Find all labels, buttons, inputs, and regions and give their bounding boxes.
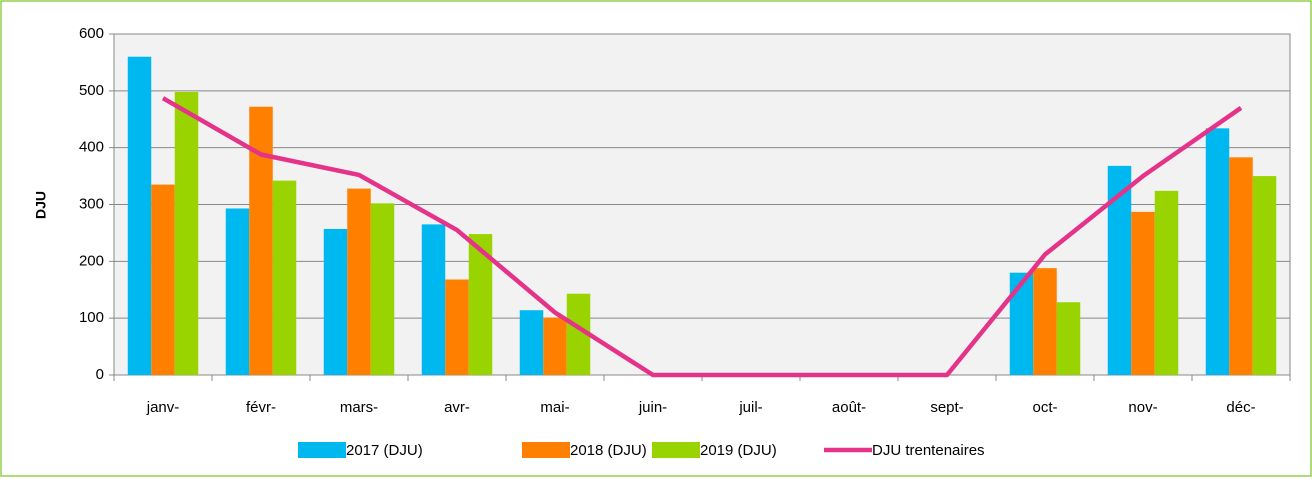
bar xyxy=(151,184,175,375)
y-tick-label: 300 xyxy=(79,195,104,212)
legend-swatch xyxy=(522,442,570,458)
bar xyxy=(347,188,371,375)
x-tick-label: déc- xyxy=(1226,399,1255,416)
x-tick-label: févr- xyxy=(246,399,276,416)
bar xyxy=(445,279,469,375)
bar xyxy=(1252,176,1277,375)
bar xyxy=(249,106,273,375)
y-tick-label: 0 xyxy=(96,366,104,383)
y-tick-label: 600 xyxy=(79,25,104,42)
x-tick-label: juin- xyxy=(638,399,667,416)
x-tick-label: sept- xyxy=(930,399,963,416)
y-tick-label: 400 xyxy=(79,139,104,156)
legend-swatch xyxy=(652,442,700,458)
bar xyxy=(1229,157,1253,375)
bar xyxy=(127,56,152,375)
legend-swatch xyxy=(298,442,346,458)
bar xyxy=(519,310,544,375)
x-tick-label: mai- xyxy=(540,399,569,416)
legend-label: 2017 (DJU) xyxy=(346,442,423,459)
y-axis-label: DJU xyxy=(33,191,49,219)
bar xyxy=(272,180,297,375)
bar xyxy=(1033,268,1057,375)
x-tick-label: août- xyxy=(832,399,866,416)
legend-label: 2018 (DJU) xyxy=(570,442,647,459)
bar xyxy=(1131,211,1155,375)
y-tick-label: 200 xyxy=(79,252,104,269)
x-tick-label: janv- xyxy=(146,399,180,416)
x-tick-label: oct- xyxy=(1032,399,1057,416)
x-tick-label: juil- xyxy=(738,399,762,416)
x-tick-label: nov- xyxy=(1128,399,1157,416)
bar xyxy=(1056,302,1081,375)
bar xyxy=(543,317,567,375)
legend-label: 2019 (DJU) xyxy=(700,442,777,459)
bar xyxy=(370,203,395,375)
bar xyxy=(1009,272,1034,375)
bar xyxy=(421,224,446,375)
bar xyxy=(323,228,348,375)
line xyxy=(161,96,1243,378)
y-tick-label: 500 xyxy=(79,82,104,99)
bar xyxy=(1154,190,1179,375)
bar xyxy=(1205,128,1230,375)
y-tick-label: 100 xyxy=(79,309,104,326)
bar xyxy=(174,91,199,375)
x-tick-label: avr- xyxy=(444,399,470,416)
bar xyxy=(468,234,493,375)
bar xyxy=(225,208,250,375)
bar xyxy=(1107,165,1132,375)
x-tick-label: mars- xyxy=(340,399,378,416)
legend-label: DJU trentenaires xyxy=(872,442,985,459)
bar xyxy=(566,293,591,375)
